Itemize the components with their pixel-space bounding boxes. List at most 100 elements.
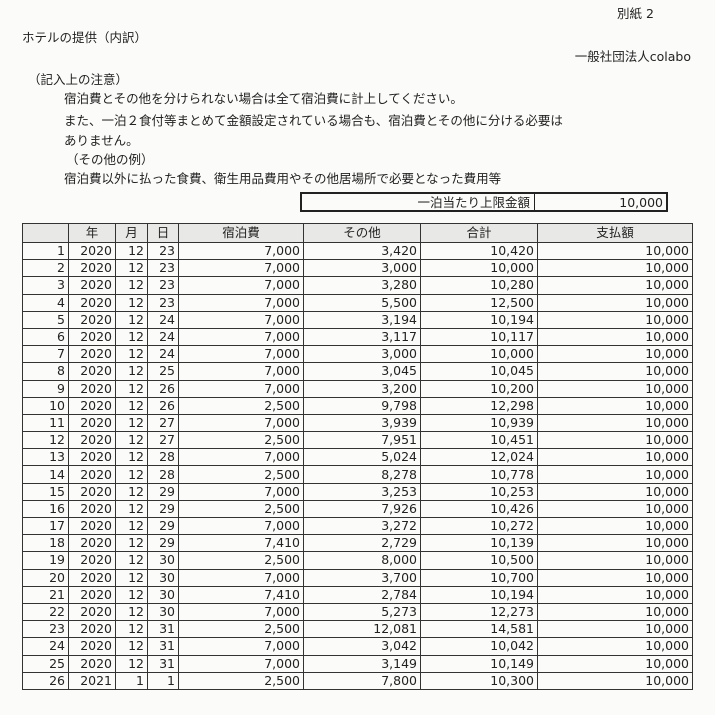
- cell-year: 2020: [68, 293, 116, 312]
- cell-other: 8,000: [303, 551, 421, 570]
- cell-index: 22: [22, 602, 69, 622]
- cell-month: 12: [115, 551, 148, 570]
- cell-other: 3,000: [303, 259, 421, 278]
- other-examples-text: 宿泊費以外に払った食費、衛生用品費用やその他居場所で必要となった費用等: [64, 171, 502, 186]
- cell-day: 23: [147, 241, 179, 261]
- cell-other: 3,045: [303, 362, 421, 381]
- cell-payment: 10,000: [537, 413, 693, 433]
- cell-year: 2020: [68, 259, 116, 278]
- cell-index: 1: [22, 241, 69, 261]
- cell-index: 6: [22, 327, 69, 347]
- cell-year: 2020: [68, 551, 116, 570]
- cell-index: 9: [22, 379, 69, 398]
- cell-index: 13: [22, 448, 69, 467]
- cell-year: 2020: [68, 276, 116, 295]
- cell-index: 23: [22, 620, 69, 639]
- cell-payment: 10,000: [537, 482, 693, 501]
- cell-day: 23: [147, 293, 179, 312]
- cell-day: 30: [147, 602, 179, 622]
- cell-month: 12: [115, 534, 148, 553]
- cell-other: 2,729: [303, 534, 421, 553]
- table-row: 2 2020 12 23 7,000 3,000 10,000 10,000: [22, 259, 693, 278]
- table-row: 4 2020 12 23 7,000 5,500 12,500 10,000: [22, 293, 693, 312]
- cell-other: 3,117: [303, 327, 421, 347]
- cell-lodging-fee: 7,000: [178, 654, 304, 673]
- cell-month: 12: [115, 413, 148, 433]
- cell-total: 10,117: [420, 327, 538, 347]
- cell-other: 8,278: [303, 465, 421, 484]
- cell-year: 2020: [68, 482, 116, 501]
- cell-total: 10,194: [420, 585, 538, 604]
- cell-total: 10,139: [420, 534, 538, 553]
- cell-day: 27: [147, 431, 179, 450]
- cell-other: 3,042: [303, 637, 421, 656]
- cell-payment: 10,000: [537, 671, 693, 690]
- table-row: 20 2020 12 30 7,000 3,700 10,700 10,000: [22, 568, 693, 587]
- cell-index: 16: [22, 499, 69, 519]
- nightly-limit-value: 10,000: [619, 195, 663, 210]
- cell-other: 7,800: [303, 671, 421, 690]
- cell-total: 14,581: [420, 620, 538, 639]
- cell-month: 12: [115, 310, 148, 329]
- cell-month: 12: [115, 362, 148, 381]
- cell-index: 10: [22, 396, 69, 415]
- cell-other: 2,784: [303, 585, 421, 604]
- cell-month: 12: [115, 620, 148, 639]
- cell-lodging-fee: 2,500: [178, 551, 304, 570]
- cell-payment: 10,000: [537, 310, 693, 329]
- cell-month: 12: [115, 637, 148, 656]
- table-row: 16 2020 12 29 2,500 7,926 10,426 10,000: [22, 499, 693, 519]
- note-line-3: ありません。: [64, 133, 139, 148]
- cell-day: 29: [147, 499, 179, 519]
- cell-month: 12: [115, 465, 148, 484]
- cell-day: 30: [147, 568, 179, 587]
- cell-index: 4: [22, 293, 69, 312]
- cell-total: 10,149: [420, 654, 538, 673]
- cell-day: 31: [147, 620, 179, 639]
- cell-day: 27: [147, 413, 179, 433]
- cell-year: 2020: [68, 241, 116, 261]
- cell-day: 28: [147, 448, 179, 467]
- cell-index: 18: [22, 534, 69, 553]
- cell-day: 30: [147, 585, 179, 604]
- cell-lodging-fee: 7,000: [178, 241, 304, 261]
- cell-total: 12,298: [420, 396, 538, 415]
- cell-month: 12: [115, 602, 148, 622]
- cell-day: 31: [147, 654, 179, 673]
- table-row: 12 2020 12 27 2,500 7,951 10,451 10,000: [22, 431, 693, 450]
- table-header-row: 年月日宿泊費 その他 合計 支払額: [22, 223, 693, 243]
- cell-payment: 10,000: [537, 602, 693, 622]
- cell-year: 2020: [68, 620, 116, 639]
- column-header-total: 合計: [420, 223, 538, 243]
- cell-day: 29: [147, 516, 179, 536]
- cell-month: 12: [115, 259, 148, 278]
- organization-name: 一般社団法人colabo: [574, 49, 691, 64]
- cell-total: 10,194: [420, 310, 538, 329]
- cell-payment: 10,000: [537, 241, 693, 261]
- cell-month: 12: [115, 241, 148, 261]
- cell-total: 10,700: [420, 568, 538, 587]
- cell-lodging-fee: 2,500: [178, 499, 304, 519]
- cell-year: 2020: [68, 345, 116, 364]
- cell-year: 2020: [68, 499, 116, 519]
- cell-total: 10,042: [420, 637, 538, 656]
- cell-year: 2020: [68, 602, 116, 622]
- other-examples-heading: （その他の例）: [66, 152, 154, 167]
- table-row: 21 2020 12 30 7,410 2,784 10,194 10,000: [22, 585, 693, 604]
- cell-payment: 10,000: [537, 396, 693, 415]
- cell-other: 5,273: [303, 602, 421, 622]
- cell-other: 9,798: [303, 396, 421, 415]
- cell-other: 3,253: [303, 482, 421, 501]
- cell-other: 7,951: [303, 431, 421, 450]
- cell-total: 10,778: [420, 465, 538, 484]
- cell-year: 2020: [68, 310, 116, 329]
- column-header-index: [22, 223, 69, 243]
- table-row: 6 2020 12 24 7,000 3,117 10,117 10,000: [22, 327, 693, 347]
- cell-month: 12: [115, 293, 148, 312]
- cell-total: 10,500: [420, 551, 538, 570]
- cell-lodging-fee: 7,000: [178, 293, 304, 312]
- cell-year: 2020: [68, 534, 116, 553]
- table-row: 19 2020 12 30 2,500 8,000 10,500 10,000: [22, 551, 693, 570]
- cell-total: 10,272: [420, 516, 538, 536]
- cell-total: 10,000: [420, 259, 538, 278]
